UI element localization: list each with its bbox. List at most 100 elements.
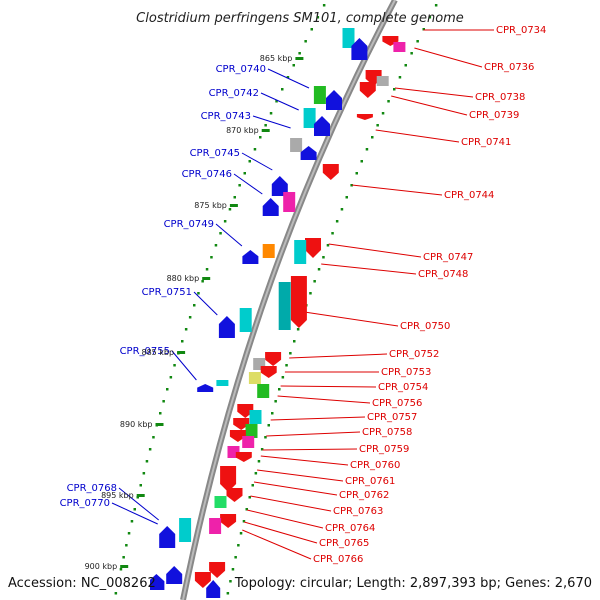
reverse-gene-label[interactable]: CPR_0764 bbox=[325, 523, 375, 534]
topology-text: Topology: circular; Length: 2,897,393 bp… bbox=[234, 576, 592, 591]
tick-dots-layer bbox=[114, 4, 438, 595]
gene-labels-layer: CPR_0740 CPR_0742 CPR_0743 CPR_0745 CPR_0746… bbox=[60, 25, 547, 565]
tick-dot-right bbox=[237, 544, 240, 547]
reverse-gene-marker bbox=[359, 82, 376, 98]
tick-dot-right bbox=[257, 460, 261, 463]
tick-dot-right bbox=[285, 364, 288, 367]
forward-gene-label[interactable]: CPR_0745 bbox=[190, 148, 240, 159]
reverse-gene-label[interactable]: CPR_0756 bbox=[372, 398, 422, 409]
tick-dot-left bbox=[292, 64, 295, 67]
tick-dot-left bbox=[233, 196, 236, 199]
tick-dot-left bbox=[133, 508, 136, 511]
tick-dot-right bbox=[326, 244, 330, 247]
tick-dot-left bbox=[193, 304, 196, 307]
reverse-gene-label[interactable]: CPR_0748 bbox=[418, 269, 468, 280]
tick-dot-left bbox=[201, 280, 204, 283]
tick-dot-right bbox=[231, 568, 235, 571]
tick-dot-right bbox=[281, 376, 285, 379]
reverse-gene-label[interactable]: CPR_0747 bbox=[423, 252, 473, 263]
reverse-gene-label[interactable]: CPR_0738 bbox=[475, 92, 525, 103]
reverse-gene-label[interactable]: CPR_0757 bbox=[367, 412, 417, 423]
tick-dot-left bbox=[243, 172, 246, 175]
forward-gene-label[interactable]: CPR_0751 bbox=[142, 287, 192, 298]
kbp-labels-layer: 865 kbp 870 kbp 875 kbp 880 kbp 885 kbp 890 k… bbox=[85, 54, 304, 571]
tick-dot-right bbox=[393, 88, 396, 91]
forward-gene-marker bbox=[179, 518, 192, 542]
forward-gene-label[interactable]: CPR_0749 bbox=[164, 219, 214, 230]
reverse-gene-label[interactable]: CPR_0741 bbox=[461, 137, 511, 148]
forward-gene-label[interactable]: CPR_0768 bbox=[67, 483, 117, 494]
tick-dot-right bbox=[335, 220, 339, 223]
tick-dot-right bbox=[345, 196, 348, 199]
reverse-gene-marker bbox=[248, 372, 261, 384]
tick-dot-right bbox=[251, 484, 254, 487]
map-title: Clostridium perfringens SM101, complete … bbox=[136, 11, 464, 26]
tick-dot-right bbox=[242, 520, 246, 523]
reverse-leader-line bbox=[262, 448, 358, 451]
reverse-gene-label[interactable]: CPR_0759 bbox=[359, 444, 409, 455]
reverse-leader-line bbox=[244, 521, 318, 544]
reverse-gene-label[interactable]: CPR_0752 bbox=[389, 349, 439, 360]
forward-gene-label[interactable]: CPR_0770 bbox=[60, 498, 110, 509]
forward-gene-marker bbox=[342, 28, 355, 48]
kbp-label: 890 kbp bbox=[120, 420, 153, 429]
reverse-gene-label[interactable]: CPR_0739 bbox=[469, 110, 519, 121]
forward-gene-marker bbox=[271, 176, 288, 196]
tick-dot-left bbox=[122, 556, 125, 559]
kbp-tick bbox=[229, 204, 238, 207]
forward-gene-label[interactable]: CPR_0742 bbox=[209, 88, 259, 99]
reverse-gene-label[interactable]: CPR_0765 bbox=[319, 538, 369, 549]
reverse-gene-label[interactable]: CPR_0758 bbox=[362, 427, 412, 438]
tick-dot-left bbox=[210, 256, 213, 259]
footer-left-backdrop bbox=[4, 572, 150, 592]
reverse-gene-label[interactable]: CPR_0763 bbox=[333, 506, 383, 517]
reverse-gene-label[interactable]: CPR_0754 bbox=[378, 382, 428, 393]
reverse-gene-marker bbox=[322, 164, 339, 180]
reverse-gene-label[interactable]: CPR_0766 bbox=[313, 554, 363, 565]
reverse-gene-label[interactable]: CPR_0744 bbox=[444, 190, 494, 201]
reverse-leader-line bbox=[253, 481, 338, 496]
forward-gene-label[interactable]: CPR_0755 bbox=[120, 346, 170, 357]
reverse-gene-marker bbox=[356, 114, 373, 120]
forward-gene-marker bbox=[262, 244, 275, 258]
reverse-gene-label[interactable]: CPR_0750 bbox=[400, 321, 450, 332]
tick-dot-right bbox=[416, 40, 419, 43]
tick-dot-right bbox=[340, 208, 344, 211]
reverse-gene-label[interactable]: CPR_0734 bbox=[496, 25, 546, 36]
tick-dot-left bbox=[228, 208, 232, 211]
tick-dot-left bbox=[269, 112, 273, 115]
tick-dot-left bbox=[114, 592, 118, 595]
genome-backbone bbox=[180, 0, 398, 600]
reverse-leader-line bbox=[260, 455, 349, 466]
reverse-leader-line bbox=[270, 416, 366, 421]
tick-dot-left bbox=[253, 148, 257, 151]
tick-dot-left bbox=[238, 184, 241, 187]
tick-dot-right bbox=[381, 112, 385, 115]
tick-dot-right bbox=[293, 340, 296, 343]
forward-gene-label[interactable]: CPR_0746 bbox=[182, 169, 232, 180]
reverse-gene-label[interactable]: CPR_0736 bbox=[484, 62, 534, 73]
reverse-leader-line bbox=[351, 184, 443, 196]
forward-gene-label[interactable]: CPR_0743 bbox=[201, 111, 251, 122]
tick-dot-right bbox=[274, 400, 277, 403]
reverse-gene-label[interactable]: CPR_0760 bbox=[350, 460, 400, 471]
forward-leader-line bbox=[260, 92, 299, 111]
kbp-tick bbox=[261, 129, 270, 132]
tick-dot-left bbox=[223, 220, 227, 223]
reverse-gene-marker bbox=[220, 514, 237, 528]
tick-dot-right bbox=[350, 184, 353, 187]
reverse-gene-marker bbox=[260, 366, 277, 378]
reverse-leader-line bbox=[321, 263, 417, 275]
reverse-gene-label[interactable]: CPR_0761 bbox=[345, 476, 395, 487]
tick-dot-right bbox=[248, 496, 251, 499]
forward-gene-label[interactable]: CPR_0740 bbox=[216, 64, 266, 75]
reverse-gene-label[interactable]: CPR_0753 bbox=[381, 367, 431, 378]
tick-dot-right bbox=[278, 388, 281, 391]
backbone-highlight bbox=[182, 0, 396, 600]
tick-dot-left bbox=[188, 316, 192, 319]
reverse-gene-marker bbox=[235, 452, 252, 462]
reverse-gene-marker bbox=[220, 466, 237, 492]
reverse-gene-label[interactable]: CPR_0762 bbox=[339, 490, 389, 501]
tick-dot-right bbox=[376, 124, 379, 127]
reverse-leader-line bbox=[414, 47, 483, 68]
